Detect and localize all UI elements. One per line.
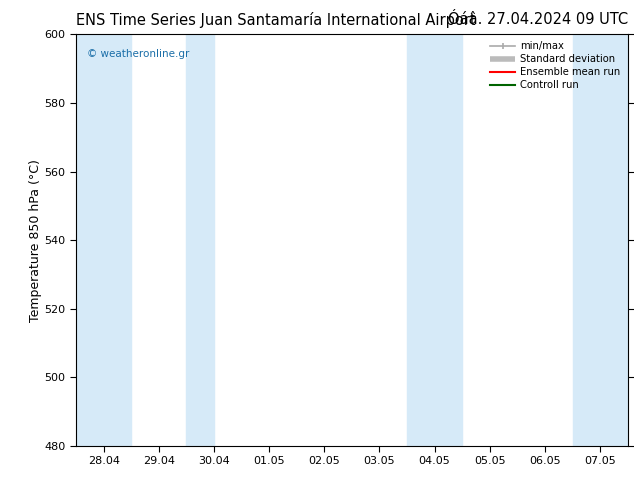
Legend: min/max, Standard deviation, Ensemble mean run, Controll run: min/max, Standard deviation, Ensemble me… [488,39,623,92]
Text: © weatheronline.gr: © weatheronline.gr [87,49,190,59]
Bar [76,34,131,446]
Bar [573,34,628,446]
Y-axis label: Temperature 850 hPa (°C): Temperature 850 hPa (°C) [29,159,42,321]
Text: Óáâ. 27.04.2024 09 UTC: Óáâ. 27.04.2024 09 UTC [448,12,628,27]
Bar [407,34,462,446]
Text: ENS Time Series Juan Santamaría International Airport: ENS Time Series Juan Santamaría Internat… [76,12,476,28]
Bar [186,34,214,446]
